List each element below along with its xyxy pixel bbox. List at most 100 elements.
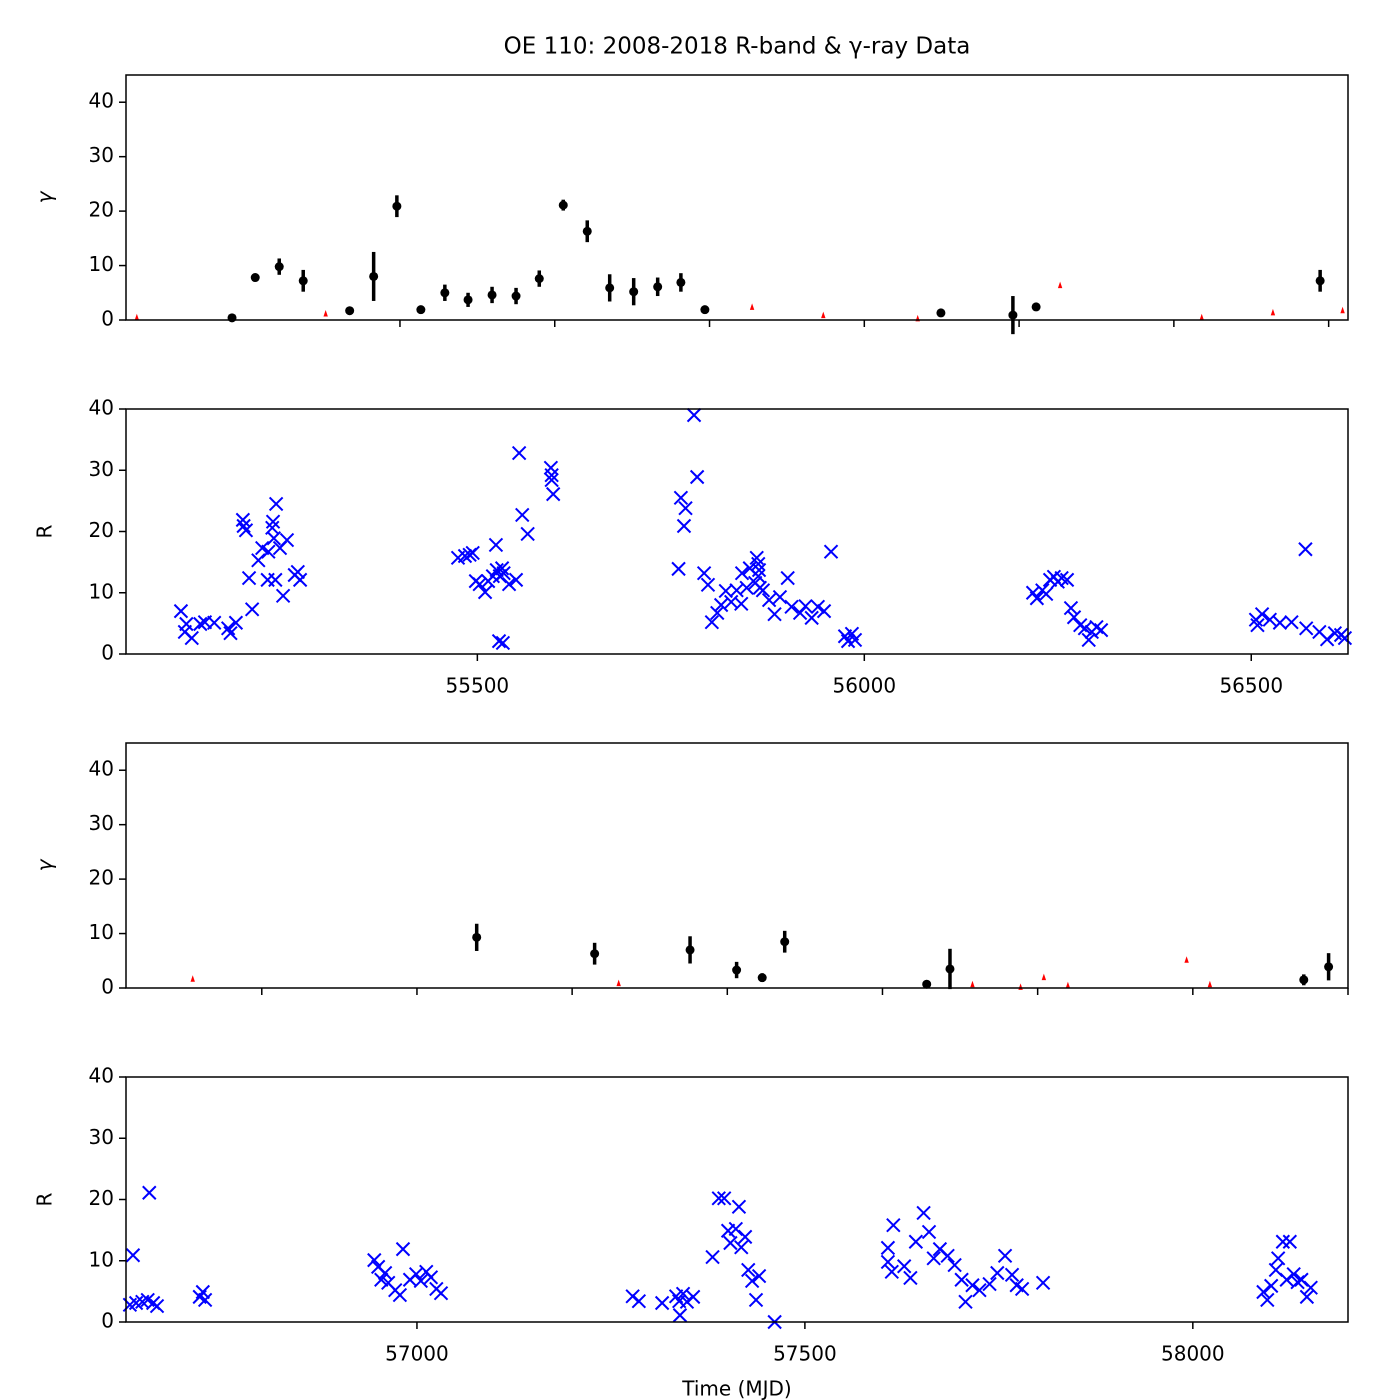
data-point (501, 576, 517, 592)
data-point (737, 1229, 753, 1245)
data-point (268, 572, 283, 588)
data-point (1004, 1267, 1020, 1283)
data-point (433, 1286, 449, 1301)
data-point (477, 584, 493, 600)
chart-title: OE 110: 2008-2018 R-band & γ-ray Data (504, 34, 971, 60)
data-point (880, 1240, 896, 1256)
data-point (244, 602, 260, 617)
data-point (982, 1276, 997, 1292)
upper-limit (749, 303, 755, 310)
data-point (235, 512, 251, 528)
data-point (228, 615, 244, 630)
data-point (494, 561, 510, 576)
data-point (940, 1248, 955, 1264)
plot-area (173, 407, 1353, 651)
data-point (1282, 1234, 1298, 1249)
data-point (653, 282, 663, 292)
data-point (1324, 962, 1334, 972)
data-point (1299, 975, 1309, 985)
data-point (798, 599, 813, 614)
data-point (755, 583, 771, 598)
data-point (734, 596, 749, 611)
data-point (488, 537, 504, 553)
data-point (884, 1264, 899, 1279)
data-point (558, 200, 568, 210)
data-point (463, 295, 473, 305)
data-point (936, 308, 946, 318)
data-point (413, 1273, 429, 1289)
data-point (908, 1234, 924, 1249)
data-point (767, 606, 782, 622)
data-point (149, 1298, 165, 1314)
data-point (465, 545, 480, 561)
data-point (947, 1257, 962, 1273)
y-tick-label: 20 (89, 1186, 114, 1210)
data-point (173, 603, 189, 619)
data-point (1263, 1278, 1279, 1294)
data-point (545, 486, 561, 502)
data-point (676, 277, 686, 287)
data-point (534, 274, 544, 284)
x-tick-label: 56000 (832, 674, 896, 698)
data-point (590, 949, 600, 959)
data-point (298, 276, 308, 286)
data-point (810, 599, 826, 615)
data-point (711, 1191, 726, 1206)
x-axis-label: Time (MJD) (681, 1377, 791, 1400)
data-point (236, 518, 251, 534)
y-axis-label: R (33, 1192, 57, 1206)
upper-limit (1184, 956, 1189, 963)
data-point (761, 592, 777, 608)
data-point (1250, 618, 1265, 633)
data-point (731, 1199, 747, 1215)
data-point (1059, 572, 1075, 588)
data-point (751, 556, 766, 572)
data-point (1029, 591, 1045, 606)
data-point (1063, 600, 1079, 616)
data-point (241, 570, 257, 586)
upper-limit (821, 311, 826, 319)
upper-limit (1207, 980, 1213, 988)
data-point (195, 1284, 211, 1300)
data-point (197, 1292, 213, 1308)
data-point (1315, 276, 1325, 286)
data-point (1031, 302, 1041, 312)
y-tick-label: 0 (101, 975, 114, 999)
data-point (700, 305, 710, 315)
data-point (1081, 632, 1096, 648)
data-point (1286, 1267, 1301, 1282)
upper-limit (970, 980, 975, 988)
data-point (520, 526, 535, 542)
y-tick-label: 20 (89, 198, 114, 222)
data-point (377, 1265, 393, 1281)
data-point (732, 965, 742, 975)
data-point (921, 1224, 937, 1240)
data-point (227, 313, 237, 323)
y-axis-label: γ (33, 190, 57, 203)
upper-limit (1340, 306, 1345, 314)
data-point (734, 1240, 749, 1255)
data-point (184, 630, 199, 646)
data-point (945, 964, 955, 974)
data-point (922, 979, 932, 989)
y-tick-label: 40 (89, 1064, 114, 1088)
y-tick-label: 30 (89, 457, 114, 481)
data-point (713, 597, 729, 613)
data-point (223, 625, 238, 641)
axes-frame (125, 742, 1349, 989)
y-tick-label: 20 (89, 866, 114, 890)
data-point (1077, 621, 1093, 636)
data-point (605, 283, 615, 293)
data-point (1298, 542, 1313, 557)
y-axis-label: R (33, 524, 57, 538)
data-point (508, 572, 524, 588)
y-axis-label: γ (33, 858, 57, 871)
data-point (251, 553, 266, 568)
y-tick-label: 10 (89, 579, 114, 603)
data-point (685, 1289, 701, 1305)
upper-limit (1065, 981, 1071, 989)
x-tick-label: 57000 (385, 1342, 449, 1366)
data-point (784, 599, 799, 615)
data-point (1038, 586, 1054, 602)
y-tick-label: 40 (89, 396, 114, 420)
